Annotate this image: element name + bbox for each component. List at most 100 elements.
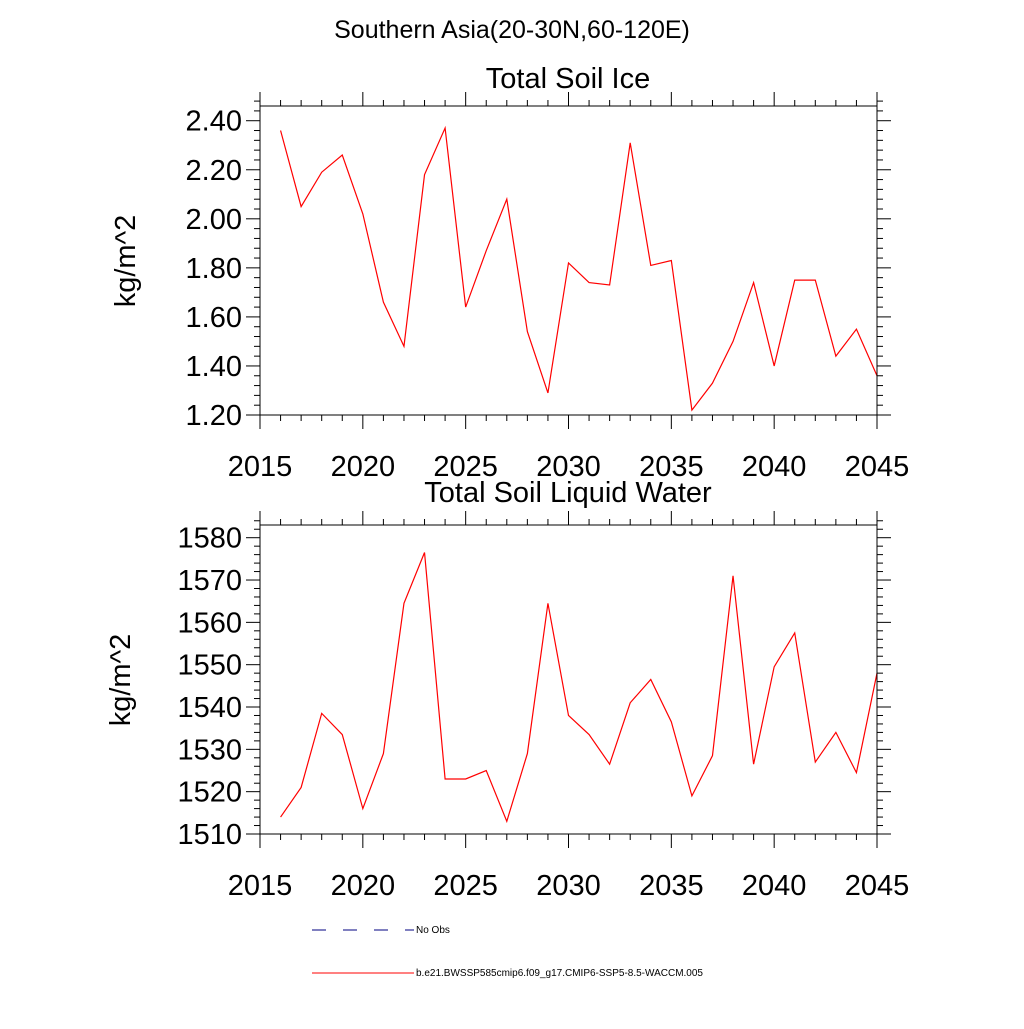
data-point <box>547 603 548 604</box>
x-tick-label: 2030 <box>536 870 601 902</box>
data-point <box>486 770 487 771</box>
data-point <box>362 213 363 214</box>
data-point <box>588 734 589 735</box>
data-point <box>424 552 425 553</box>
legend-model-label: b.e21.BWSSP585cmip6.f09_g17.CMIP6-SSP5-8… <box>416 968 703 979</box>
y-tick-label: 1510 <box>177 819 242 851</box>
series-line <box>279 125 878 412</box>
data-point <box>486 250 487 251</box>
x-tick-label: 2035 <box>639 870 704 902</box>
y-tick-label: 1.80 <box>186 253 242 285</box>
y-tick-label: 1.40 <box>186 351 242 383</box>
y-tick-label: 1530 <box>177 734 242 766</box>
legend: No Obs b.e21.BWSSP585cmip6.f09_g17.CMIP6… <box>312 925 703 979</box>
x-tick-label: 2040 <box>742 870 807 902</box>
y-tick-label: 1570 <box>177 565 242 597</box>
series-group <box>280 552 878 824</box>
data-point <box>609 284 610 285</box>
data-point <box>856 329 857 330</box>
x-tick-label: 2020 <box>331 870 396 902</box>
data-point <box>280 130 281 131</box>
data-point <box>794 632 795 633</box>
data-point <box>280 816 281 817</box>
x-tick-label: 2025 <box>433 870 498 902</box>
data-point <box>301 787 302 788</box>
data-point <box>383 753 384 754</box>
panel-title: Total Soil Ice <box>486 63 650 95</box>
data-point <box>671 260 672 261</box>
data-point <box>753 282 754 283</box>
data-point <box>712 755 713 756</box>
data-point <box>465 306 466 307</box>
figure-title: Southern Asia(20-30N,60-120E) <box>334 16 690 44</box>
data-point <box>774 666 775 667</box>
data-point <box>753 764 754 765</box>
data-point <box>301 206 302 207</box>
data-point <box>424 174 425 175</box>
x-tick-label: 2040 <box>742 451 807 483</box>
panel-total-soil-liquid-water: Total Soil Liquid Water kg/m^2 2015 2020 2… <box>105 477 909 902</box>
data-point <box>815 761 816 762</box>
y-tick-label: 1560 <box>177 607 242 639</box>
data-point <box>671 721 672 722</box>
data-point <box>321 172 322 173</box>
data-point <box>588 282 589 283</box>
data-point <box>403 603 404 604</box>
data-point <box>774 365 775 366</box>
y-axis-label: kg/m^2 <box>105 634 137 727</box>
data-point <box>383 302 384 303</box>
data-point <box>732 341 733 342</box>
data-point <box>445 778 446 779</box>
x-tick-label: 2045 <box>845 451 910 483</box>
x-tick-label: 2045 <box>845 870 910 902</box>
x-tick-label: 2035 <box>639 451 704 483</box>
data-point <box>630 142 631 143</box>
data-point <box>815 280 816 281</box>
y-tick-label: 1.20 <box>186 400 242 432</box>
data-point <box>691 409 692 410</box>
series-group <box>279 125 878 412</box>
data-point <box>403 346 404 347</box>
axis-ticks: 2015 2020 2025 2030 2035 2040 2045 1510 1520 1530… <box>177 511 909 902</box>
data-point <box>527 331 528 332</box>
data-point <box>547 392 548 393</box>
panel-title: Total Soil Liquid Water <box>424 477 712 509</box>
plot-frame <box>259 524 878 835</box>
data-point <box>712 383 713 384</box>
data-point <box>794 280 795 281</box>
y-tick-label: 1580 <box>177 523 242 555</box>
data-point <box>568 715 569 716</box>
series-line <box>280 552 878 824</box>
data-point <box>630 702 631 703</box>
data-point <box>568 262 569 263</box>
y-tick-label: 2.40 <box>186 106 242 138</box>
data-point <box>506 821 507 822</box>
plot-frame <box>259 105 878 416</box>
y-tick-label: 2.00 <box>186 204 242 236</box>
x-tick-label: 2030 <box>536 451 601 483</box>
legend-obs-label: No Obs <box>416 925 450 936</box>
data-point <box>342 154 343 155</box>
data-point <box>609 764 610 765</box>
x-tick-label: 2015 <box>228 870 293 902</box>
data-point <box>691 795 692 796</box>
data-point <box>465 778 466 779</box>
y-tick-label: 1540 <box>177 692 242 724</box>
data-point <box>835 356 836 357</box>
x-tick-label: 2015 <box>228 451 293 483</box>
x-tick-label: 2020 <box>331 451 396 483</box>
panel-total-soil-ice: Total Soil Ice kg/m^2 2015 2020 2025 2030 20… <box>110 63 909 483</box>
data-point <box>650 265 651 266</box>
data-point <box>732 575 733 576</box>
data-point <box>506 199 507 200</box>
data-point <box>650 679 651 680</box>
data-point <box>527 753 528 754</box>
data-point <box>342 734 343 735</box>
x-tick-label: 2025 <box>433 451 498 483</box>
data-point <box>856 772 857 773</box>
y-tick-label: 2.20 <box>186 155 242 187</box>
y-tick-label: 1.60 <box>186 302 242 334</box>
data-point <box>362 808 363 809</box>
